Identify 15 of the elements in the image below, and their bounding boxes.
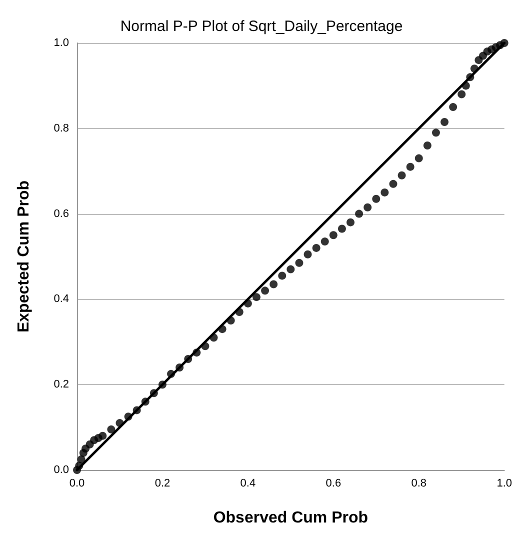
chart-title: Normal P-P Plot of Sqrt_Daily_Percentage xyxy=(120,18,403,35)
y-tick-label: 0.8 xyxy=(54,122,69,134)
y-tick-label: 0.6 xyxy=(54,208,69,220)
x-tick-label: 0.6 xyxy=(326,478,342,490)
x-tick-label: 0.4 xyxy=(240,478,256,490)
y-tick-label: 0.0 xyxy=(54,464,69,476)
y-tick-label: 0.4 xyxy=(54,293,69,306)
y-tick-label: 0.2 xyxy=(54,378,69,391)
x-tick-label: 0.8 xyxy=(411,478,427,490)
x-tick-label: 1.0 xyxy=(496,478,512,490)
x-tick-label: 0.0 xyxy=(69,478,85,490)
x-axis-title: Observed Cum Prob xyxy=(213,510,368,526)
y-axis-title: Expected Cum Prob xyxy=(16,180,32,333)
x-tick-label: 0.2 xyxy=(154,478,170,490)
y-tick-label: 1.0 xyxy=(54,37,69,49)
